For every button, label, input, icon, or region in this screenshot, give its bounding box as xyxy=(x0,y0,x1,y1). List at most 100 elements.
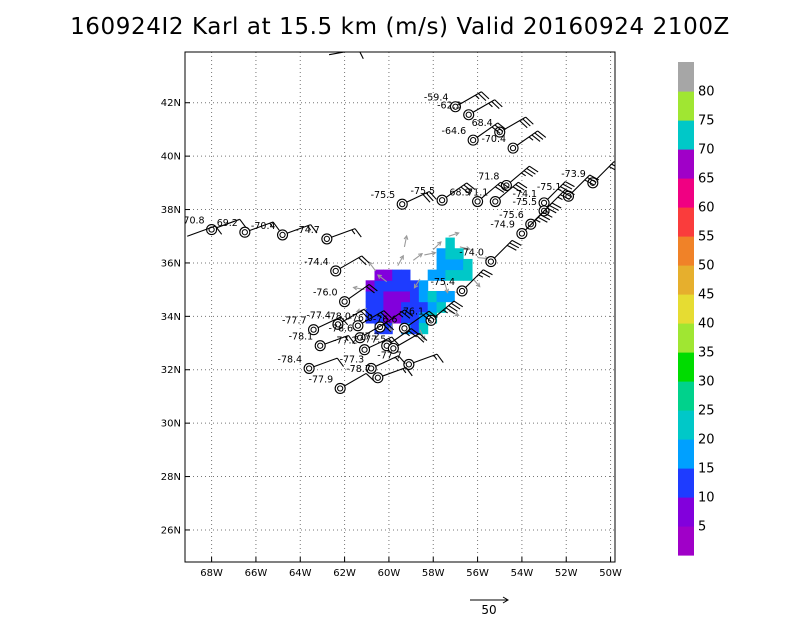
station-circle xyxy=(332,318,344,330)
vector-arrow xyxy=(403,235,408,248)
radar-echo-cell xyxy=(445,237,455,249)
vector-arrow xyxy=(424,252,436,256)
colorbar-label: 15 xyxy=(698,462,715,477)
barb-feather xyxy=(436,353,444,363)
barb-feather xyxy=(422,314,432,323)
colorbar-swatch xyxy=(678,207,694,237)
radar-echo-cell xyxy=(401,290,411,303)
barb-feather xyxy=(529,165,539,173)
colorbar-label: 30 xyxy=(698,375,715,390)
barb-feather xyxy=(453,300,464,308)
station-inner-circle xyxy=(405,361,412,368)
station-circle xyxy=(354,332,366,344)
observation-label: -77.3 xyxy=(340,354,365,365)
station-inner-circle xyxy=(306,365,313,372)
station-inner-circle xyxy=(399,201,406,208)
barb-feather xyxy=(481,91,490,100)
barb-feather xyxy=(445,307,455,315)
station-circle xyxy=(239,226,251,238)
barb-feather xyxy=(397,355,406,364)
vector-arrowhead xyxy=(420,335,426,341)
observation-label: -59.4 xyxy=(424,93,449,104)
observation-label: -77.5 xyxy=(362,334,387,345)
page-title: 160924I2 Karl at 15.5 km (m/s) Valid 201… xyxy=(70,14,730,40)
radar-echo-cell xyxy=(445,269,455,281)
vector-arrowhead xyxy=(454,311,460,317)
station-circle xyxy=(339,296,351,308)
colorbar-label: 60 xyxy=(698,201,715,216)
barb-feather xyxy=(415,334,425,343)
radar-echo-cell xyxy=(365,301,376,313)
lon-tick-label: 56W xyxy=(466,568,489,579)
barb-half-feather xyxy=(402,368,407,374)
station-circle xyxy=(436,194,448,206)
barb-feather xyxy=(391,336,400,346)
barb-feather xyxy=(562,191,573,198)
radar-echo-cell xyxy=(427,269,438,281)
barb-feather xyxy=(546,207,557,214)
barb-feather xyxy=(477,93,487,102)
radar-echo-cell xyxy=(445,258,455,271)
radar-echo-cell xyxy=(392,269,402,281)
colorbar-swatch xyxy=(678,526,694,556)
lat-tick-label: 42N xyxy=(161,98,181,109)
station-circle xyxy=(321,233,333,245)
station-inner-circle xyxy=(337,385,344,392)
lon-tick-label: 50W xyxy=(599,568,622,579)
radar-echo-cell xyxy=(383,301,393,313)
barb-feather xyxy=(589,174,600,181)
barb-feather xyxy=(425,312,435,321)
observation-label: -78.0 xyxy=(326,312,351,323)
barb-feather xyxy=(310,224,318,234)
colorbar-label: 10 xyxy=(698,491,715,506)
barb-feather xyxy=(512,186,522,193)
radar-echo-cell xyxy=(445,290,455,303)
lon-tick-label: 52W xyxy=(555,568,578,579)
radar-echo-cell xyxy=(436,290,446,303)
vector-arrow xyxy=(413,278,421,289)
barb-feather xyxy=(537,130,547,138)
observation-label-layer: -59.4-62.368.4-64.6-70.471.8 -73.9-75.1-7… xyxy=(185,93,586,386)
barb-half-feather xyxy=(557,188,563,193)
radar-echo-cell xyxy=(418,312,429,324)
vector-arrowhead xyxy=(413,283,419,289)
radar-echo-cell xyxy=(427,301,438,313)
barb-half-feather xyxy=(351,229,356,235)
barb-feather xyxy=(537,216,548,223)
station-inner-circle xyxy=(439,197,446,204)
lat-tick-label: 38N xyxy=(161,205,181,216)
station-inner-circle xyxy=(368,365,375,372)
colorbar-swatch xyxy=(678,265,694,295)
observation-label: -74.9 xyxy=(490,220,515,231)
radar-echo-cell xyxy=(418,280,429,292)
barb-feather xyxy=(401,311,411,319)
radar-echo-cell xyxy=(392,290,402,303)
station-inner-circle xyxy=(241,229,248,236)
barb-half-feather xyxy=(557,196,563,201)
barb-feather xyxy=(428,191,437,200)
observation-label: 68.4 xyxy=(472,118,493,129)
vector-arrowhead xyxy=(431,251,437,256)
radar-echo-cell xyxy=(401,269,411,281)
observation-label: -74.0 xyxy=(459,248,484,259)
radar-echo-cell xyxy=(409,290,420,303)
radar-echo-cell xyxy=(427,290,438,303)
vector-arrow xyxy=(377,274,388,283)
barb-feather xyxy=(463,184,473,192)
vector-arrowhead xyxy=(403,234,409,240)
observation-label: -78.4 xyxy=(278,354,303,365)
barb-feather xyxy=(565,181,575,188)
station-inner-circle xyxy=(527,221,534,228)
lon-tick-label: 64W xyxy=(289,568,312,579)
barb-feather xyxy=(347,335,356,345)
vector-arrowhead xyxy=(475,282,481,288)
radar-echo-cell xyxy=(383,269,393,281)
station-inner-circle xyxy=(427,317,435,324)
vector-arrowhead xyxy=(399,254,404,260)
colorbar-swatch xyxy=(678,62,694,92)
barb-feather xyxy=(460,186,470,194)
station-inner-circle xyxy=(503,182,510,189)
barb-feather xyxy=(405,367,413,377)
station-circle xyxy=(303,362,315,374)
observation-label: -76.6 xyxy=(373,314,398,325)
